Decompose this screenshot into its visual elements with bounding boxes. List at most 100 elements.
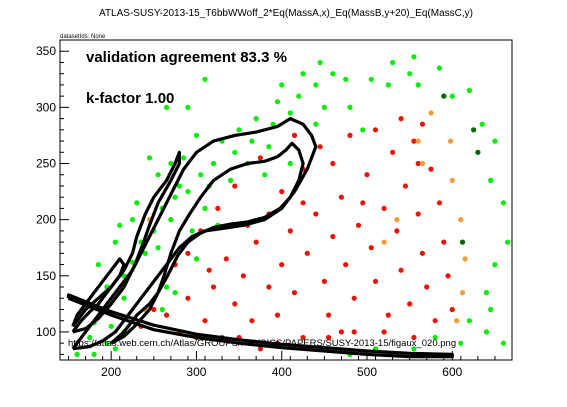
point-red xyxy=(424,284,430,290)
point-green xyxy=(185,104,191,110)
point-green xyxy=(164,284,170,290)
point-green xyxy=(262,172,268,178)
point-green xyxy=(95,262,101,268)
point-red xyxy=(415,160,421,167)
point-green xyxy=(466,87,472,94)
point-red xyxy=(445,273,451,279)
point-green xyxy=(407,71,413,77)
point-red xyxy=(436,200,443,206)
y-tick-label: 250 xyxy=(36,157,56,171)
point-green xyxy=(500,200,507,206)
point-orange xyxy=(454,318,460,324)
point-green xyxy=(313,82,319,88)
point-green xyxy=(129,217,136,223)
point-green xyxy=(317,59,323,66)
point-orange xyxy=(449,177,455,183)
point-green xyxy=(146,155,153,161)
point-green xyxy=(112,239,118,245)
x-tick-label: 500 xyxy=(357,365,377,379)
point-green xyxy=(172,194,178,200)
point-green xyxy=(232,149,238,155)
point-darkgreen xyxy=(475,149,481,155)
point-red xyxy=(321,278,327,284)
point-red xyxy=(432,318,438,324)
point-red xyxy=(257,155,263,161)
point-green xyxy=(189,228,195,234)
point-red xyxy=(279,262,285,268)
point-orange xyxy=(428,110,434,116)
point-green xyxy=(347,104,353,110)
point-red xyxy=(351,329,357,335)
exclusion-contour-4 xyxy=(110,141,305,345)
point-green xyxy=(500,340,507,346)
point-green xyxy=(117,222,123,228)
point-green xyxy=(193,256,200,262)
point-green xyxy=(112,346,118,352)
axis-ticks: 200 300 400 500 600 100 150 200 250 300 350 xyxy=(36,39,513,379)
point-green xyxy=(432,334,438,341)
point-green xyxy=(300,71,306,77)
point-red xyxy=(402,183,408,189)
point-green xyxy=(466,318,472,324)
point-orange xyxy=(448,138,454,144)
point-green xyxy=(479,121,485,127)
exclusion-contour-3 xyxy=(71,117,318,351)
point-red xyxy=(206,267,212,273)
point-darkgreen xyxy=(471,127,477,133)
point-green xyxy=(249,138,255,144)
point-green xyxy=(121,295,127,301)
x-tick-label: 400 xyxy=(272,365,292,379)
point-green xyxy=(287,160,293,167)
point-green xyxy=(360,127,366,133)
point-red xyxy=(419,121,426,127)
point-red xyxy=(428,166,434,172)
point-red xyxy=(215,205,221,211)
point-green xyxy=(181,155,187,161)
point-red xyxy=(338,329,344,335)
point-green xyxy=(505,239,511,245)
point-green xyxy=(155,172,161,178)
point-green xyxy=(228,177,234,183)
point-green xyxy=(492,262,498,268)
point-green xyxy=(91,351,97,357)
point-red xyxy=(330,233,336,240)
point-red xyxy=(291,132,298,138)
point-red xyxy=(360,200,366,206)
point-red xyxy=(304,250,310,256)
x-tick-label: 300 xyxy=(186,365,206,379)
point-green xyxy=(270,121,276,127)
point-red xyxy=(411,138,417,144)
point-green xyxy=(411,54,417,60)
point-red xyxy=(223,256,229,262)
point-red xyxy=(210,284,217,290)
point-green xyxy=(74,351,80,357)
point-red xyxy=(151,306,157,313)
point-red xyxy=(372,278,379,284)
point-green xyxy=(134,200,140,206)
chart-title: ATLAS-SUSY-2013-15_T6bbWWoff_2*Eq(MassA,… xyxy=(99,8,473,19)
x-tick-label: 600 xyxy=(442,365,462,379)
point-orange xyxy=(381,239,387,245)
point-red xyxy=(330,160,336,167)
point-red xyxy=(381,329,387,335)
point-red xyxy=(394,228,400,234)
series-orange xyxy=(142,110,468,324)
point-red xyxy=(415,211,421,217)
point-green xyxy=(168,160,174,167)
point-green xyxy=(385,82,391,88)
point-green xyxy=(104,340,110,346)
point-green xyxy=(202,76,208,82)
point-red xyxy=(164,312,170,318)
point-red xyxy=(398,267,404,273)
series-red xyxy=(138,116,455,352)
point-red xyxy=(257,346,263,352)
point-red xyxy=(279,189,285,195)
point-green xyxy=(198,172,204,178)
point-green xyxy=(168,217,174,223)
point-green xyxy=(411,346,417,352)
point-green xyxy=(368,76,374,82)
point-red xyxy=(347,132,353,138)
point-green xyxy=(193,132,200,138)
point-red xyxy=(249,318,255,324)
